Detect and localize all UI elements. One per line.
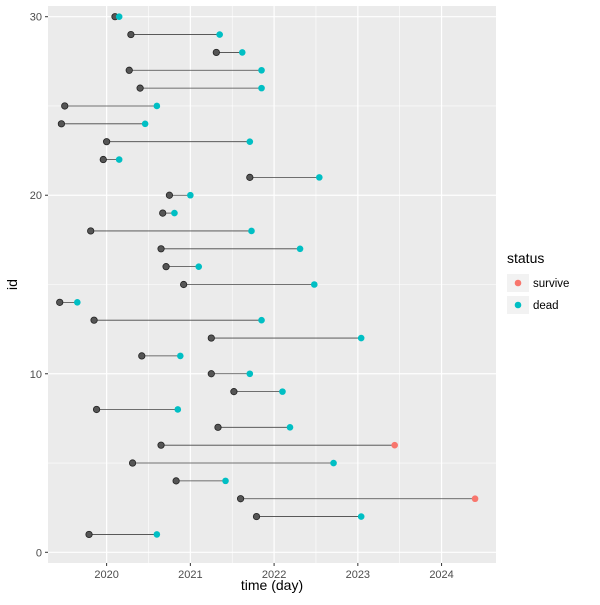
end-point-id-6 — [391, 441, 398, 449]
x-axis: 2020 2021 2022 2023 2024 — [94, 563, 454, 581]
start-point-id-15 — [180, 280, 188, 289]
end-point-id-28 — [238, 49, 246, 56]
start-point-id-4 — [172, 477, 180, 485]
y-tick-label: 0 — [36, 547, 42, 559]
y-tick-label: 20 — [30, 190, 42, 202]
end-point-id-25 — [153, 102, 161, 110]
start-point-id-27 — [125, 66, 133, 74]
end-point-id-5 — [330, 459, 337, 467]
y-axis-title: id — [4, 279, 20, 290]
end-point-id-10 — [246, 370, 254, 378]
start-point-id-16 — [162, 263, 170, 271]
start-point-id-14 — [56, 298, 64, 306]
end-point-id-29 — [216, 31, 223, 38]
start-point-id-8 — [92, 405, 101, 414]
start-point-id-1 — [85, 530, 93, 539]
start-point-id-22 — [99, 155, 107, 164]
start-point-id-2 — [252, 512, 261, 521]
start-point-id-19 — [159, 209, 167, 217]
start-point-id-9 — [230, 388, 238, 396]
x-tick-label: 2020 — [94, 569, 118, 581]
legend-title: status — [507, 250, 544, 266]
start-point-id-6 — [157, 441, 165, 449]
x-tick-label: 2021 — [178, 569, 202, 581]
start-point-id-25 — [61, 102, 69, 110]
legend-label-dead: dead — [533, 300, 559, 312]
end-point-id-30 — [115, 13, 123, 21]
start-point-id-17 — [157, 245, 165, 253]
start-point-id-10 — [207, 370, 215, 378]
legend-marker-dead — [514, 301, 522, 309]
end-point-id-27 — [258, 66, 265, 74]
end-point-id-23 — [246, 138, 254, 145]
end-point-id-14 — [74, 299, 81, 306]
start-point-id-23 — [103, 138, 111, 146]
start-point-id-11 — [138, 352, 146, 360]
end-point-id-7 — [286, 424, 294, 431]
end-point-id-24 — [141, 120, 149, 128]
end-point-id-18 — [248, 227, 255, 235]
start-point-id-20 — [165, 191, 174, 199]
end-point-id-8 — [174, 406, 182, 413]
y-tick-label: 30 — [30, 12, 42, 24]
end-point-id-12 — [357, 334, 365, 342]
start-point-id-28 — [212, 48, 220, 57]
x-tick-label: 2024 — [429, 569, 453, 581]
end-point-id-20 — [187, 191, 194, 199]
start-point-id-5 — [128, 459, 137, 467]
end-point-id-15 — [310, 281, 318, 288]
start-point-id-7 — [214, 423, 222, 431]
start-point-id-3 — [236, 495, 245, 503]
end-point-id-26 — [258, 84, 265, 92]
end-point-id-9 — [279, 388, 286, 395]
end-point-id-11 — [177, 352, 184, 360]
segments-layer — [59, 16, 476, 535]
y-axis: 0 10 20 30 — [30, 12, 48, 559]
start-point-id-18 — [87, 227, 95, 235]
x-tick-label: 2023 — [346, 569, 370, 581]
start-point-id-13 — [90, 316, 98, 324]
legend-marker-survive — [514, 279, 522, 287]
points-layer — [56, 13, 479, 539]
legend: status survive dead — [507, 250, 569, 314]
start-point-id-26 — [136, 84, 144, 92]
start-point-id-29 — [127, 30, 135, 39]
x-axis-title: time (day) — [241, 577, 303, 593]
end-point-id-2 — [357, 513, 365, 520]
start-point-id-21 — [246, 173, 254, 181]
end-point-id-4 — [222, 477, 229, 485]
end-point-id-22 — [115, 156, 123, 163]
end-point-id-21 — [316, 174, 323, 181]
end-point-id-16 — [195, 263, 203, 270]
end-point-id-17 — [296, 245, 304, 253]
end-point-id-19 — [171, 209, 178, 217]
end-point-id-13 — [258, 316, 265, 324]
start-point-id-12 — [207, 334, 215, 342]
end-point-id-1 — [153, 531, 161, 538]
y-tick-label: 10 — [30, 369, 42, 381]
start-point-id-24 — [57, 120, 65, 128]
legend-label-survive: survive — [533, 278, 569, 290]
end-point-id-3 — [471, 495, 479, 503]
x-tick-label: 2022 — [262, 569, 286, 581]
